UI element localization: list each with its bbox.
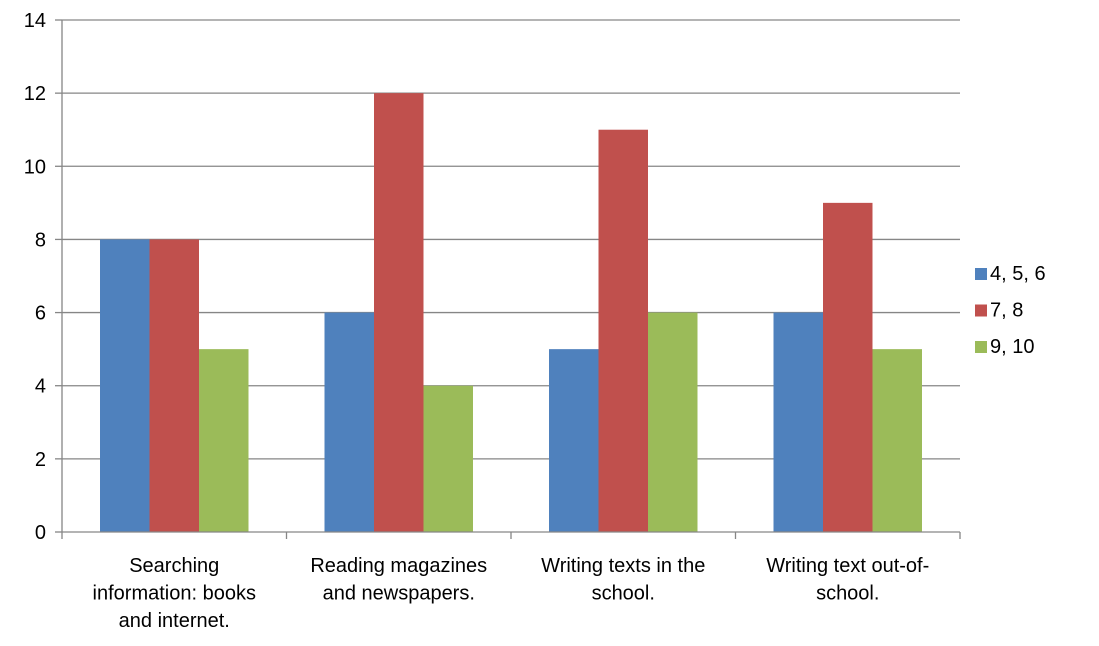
bar bbox=[773, 312, 823, 532]
x-category-label: Writing text out-of-school. bbox=[766, 555, 929, 605]
y-tick-label: 8 bbox=[35, 229, 46, 251]
bar bbox=[149, 239, 199, 532]
axes bbox=[61, 20, 961, 539]
bar bbox=[872, 349, 922, 532]
bar bbox=[100, 239, 150, 532]
bar bbox=[598, 129, 648, 532]
y-tick-label: 2 bbox=[35, 449, 46, 471]
x-category-labels: Searching information: books and internet.… bbox=[93, 555, 930, 632]
y-tick-label: 4 bbox=[35, 376, 46, 398]
legend-swatch bbox=[975, 304, 987, 317]
y-tick-label: 10 bbox=[24, 156, 46, 178]
x-category-label: Searching information: books and internet. bbox=[93, 555, 256, 632]
bar bbox=[199, 349, 249, 532]
legend-label: 4, 5, 6 bbox=[990, 263, 1046, 285]
bars bbox=[100, 93, 922, 533]
y-tick-label: 12 bbox=[24, 83, 46, 105]
legend-swatch bbox=[975, 268, 987, 280]
bar bbox=[648, 312, 698, 532]
bar bbox=[423, 385, 473, 532]
bar bbox=[549, 349, 599, 532]
x-category-label: Reading magazines and newspapers. bbox=[310, 555, 487, 605]
y-tick-label: 14 bbox=[24, 10, 46, 32]
y-tick-label: 0 bbox=[35, 522, 46, 544]
legend-label: 9, 10 bbox=[990, 336, 1034, 358]
x-category-label: Writing texts in the school. bbox=[541, 555, 705, 605]
bar bbox=[324, 312, 374, 532]
legend-swatch bbox=[975, 341, 987, 353]
legend-label: 7, 8 bbox=[990, 300, 1023, 322]
bar bbox=[374, 93, 424, 533]
y-tick-label: 6 bbox=[35, 303, 46, 325]
bar bbox=[823, 202, 873, 532]
legend: 4, 5, 6 7, 8 9, 10 bbox=[975, 263, 1046, 358]
y-tick-labels: 0 2 4 6 8 10 12 14 bbox=[24, 10, 46, 544]
